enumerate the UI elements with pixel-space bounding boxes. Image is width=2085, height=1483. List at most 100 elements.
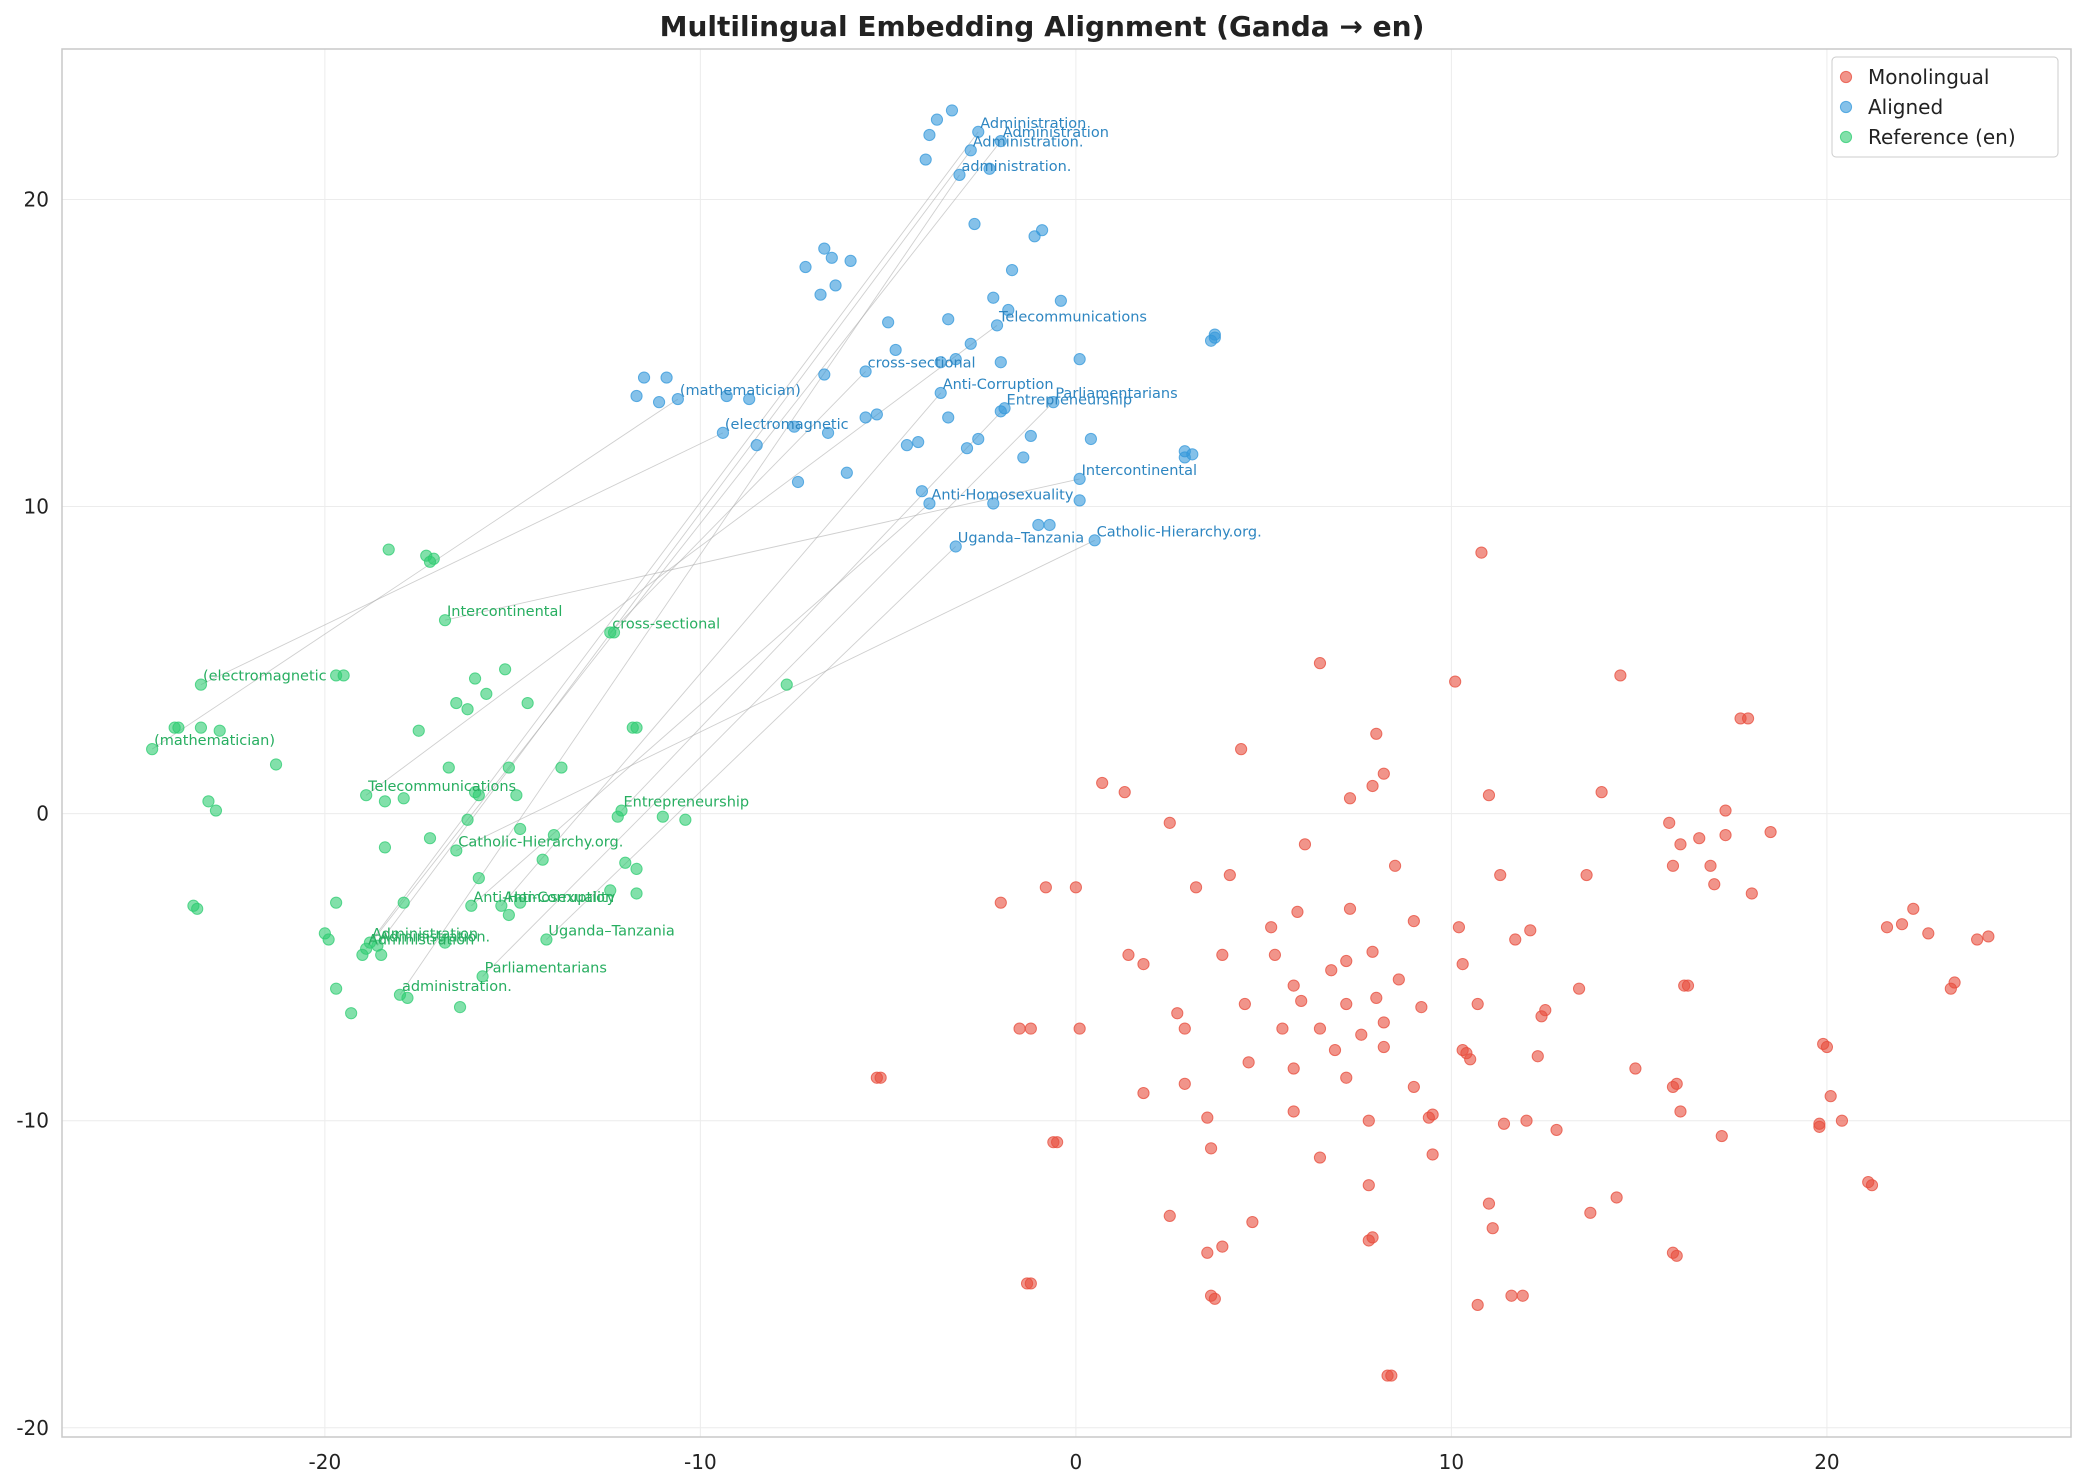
data-point bbox=[1362, 1179, 1375, 1192]
data-point bbox=[859, 365, 872, 378]
point-annotation: (electromagnetic bbox=[203, 669, 327, 685]
alignment-line bbox=[609, 371, 866, 633]
data-point bbox=[630, 721, 643, 734]
point-annotation: Intercontinental bbox=[447, 604, 562, 620]
point-annotation: Anti-Homosexuality bbox=[473, 890, 615, 906]
data-point bbox=[720, 389, 733, 403]
data-point bbox=[461, 703, 474, 716]
data-point bbox=[1907, 902, 1920, 915]
data-point bbox=[788, 420, 801, 433]
data-point bbox=[1340, 954, 1353, 968]
data-point bbox=[1069, 881, 1082, 894]
data-point bbox=[194, 721, 208, 734]
data-point bbox=[949, 353, 962, 366]
data-point bbox=[269, 758, 283, 771]
data-point bbox=[990, 319, 1004, 332]
data-point bbox=[1824, 1090, 1837, 1103]
data-point bbox=[1982, 930, 1995, 943]
data-point bbox=[960, 442, 974, 455]
data-point bbox=[1313, 1022, 1327, 1035]
data-point bbox=[919, 153, 932, 166]
data-point bbox=[438, 936, 452, 949]
data-point bbox=[814, 288, 827, 301]
data-point bbox=[972, 125, 985, 139]
point-annotation: Uganda–Tanzania bbox=[548, 924, 674, 940]
point-annotation: Anti-Corruption bbox=[503, 890, 614, 906]
point-annotation: Parliamentarians bbox=[485, 960, 607, 976]
data-point bbox=[1032, 518, 1045, 532]
data-point bbox=[1693, 832, 1706, 845]
data-point bbox=[330, 896, 343, 909]
data-point bbox=[1276, 1022, 1289, 1035]
data-point bbox=[502, 761, 515, 774]
alignment-line bbox=[200, 432, 724, 686]
data-point bbox=[1407, 915, 1420, 928]
data-point bbox=[1163, 816, 1176, 829]
data-point bbox=[495, 899, 508, 912]
data-point bbox=[656, 810, 669, 823]
data-point bbox=[1291, 905, 1304, 918]
data-point bbox=[345, 1007, 358, 1020]
data-point bbox=[1377, 1016, 1390, 1029]
point-annotation: Entrepreneurship bbox=[624, 795, 750, 811]
data-point bbox=[360, 789, 373, 802]
data-point bbox=[423, 555, 437, 568]
data-point bbox=[1118, 786, 1131, 799]
series-aligned bbox=[630, 104, 1221, 553]
data-point bbox=[1482, 789, 1496, 802]
data-point bbox=[1268, 948, 1282, 961]
data-point bbox=[611, 810, 624, 823]
data-point bbox=[1171, 1007, 1184, 1020]
data-point bbox=[465, 899, 478, 912]
data-point bbox=[604, 626, 617, 639]
data-point bbox=[1681, 979, 1695, 992]
y-tick-label: -20 bbox=[16, 1416, 49, 1440]
data-point bbox=[1208, 1292, 1221, 1305]
point-annotation: Intercontinental bbox=[1082, 463, 1197, 479]
data-point bbox=[1666, 859, 1680, 872]
data-point bbox=[1610, 1191, 1623, 1204]
alignment-connections bbox=[151, 131, 1095, 996]
data-point bbox=[1137, 957, 1150, 971]
data-point bbox=[1944, 982, 1957, 995]
data-point bbox=[1704, 859, 1717, 872]
data-point bbox=[1971, 933, 1984, 946]
data-point bbox=[1674, 838, 1687, 851]
data-point bbox=[923, 128, 936, 142]
data-point bbox=[964, 144, 977, 157]
data-point bbox=[499, 663, 512, 676]
data-point bbox=[168, 721, 181, 734]
data-point bbox=[750, 439, 763, 452]
data-point bbox=[1595, 786, 1608, 799]
data-point bbox=[378, 841, 392, 854]
data-point bbox=[547, 829, 561, 842]
data-point bbox=[1362, 1234, 1375, 1247]
data-point bbox=[1452, 921, 1466, 934]
data-point bbox=[1370, 727, 1383, 740]
data-point bbox=[630, 887, 643, 900]
data-point bbox=[1073, 472, 1086, 486]
data-point bbox=[1880, 921, 1894, 934]
alignment-line bbox=[365, 325, 998, 796]
series-monolingual bbox=[870, 546, 1995, 1382]
data-point bbox=[818, 242, 831, 255]
data-point bbox=[1385, 1369, 1398, 1382]
data-point bbox=[1051, 1136, 1064, 1149]
data-point bbox=[972, 432, 985, 446]
data-point bbox=[401, 991, 414, 1004]
data-point bbox=[942, 411, 955, 424]
data-point bbox=[450, 844, 463, 857]
alignment-line bbox=[151, 398, 679, 750]
data-point bbox=[1096, 776, 1109, 790]
data-point bbox=[1024, 429, 1037, 443]
data-point bbox=[825, 251, 838, 264]
plot-area-frame bbox=[61, 48, 2072, 1438]
data-point bbox=[1895, 918, 1909, 931]
alignment-line bbox=[365, 140, 1002, 950]
point-annotation: Administration. bbox=[379, 930, 490, 946]
data-point bbox=[1208, 331, 1221, 344]
data-point bbox=[536, 853, 549, 866]
data-point bbox=[1719, 804, 1732, 817]
data-point bbox=[1017, 451, 1030, 464]
